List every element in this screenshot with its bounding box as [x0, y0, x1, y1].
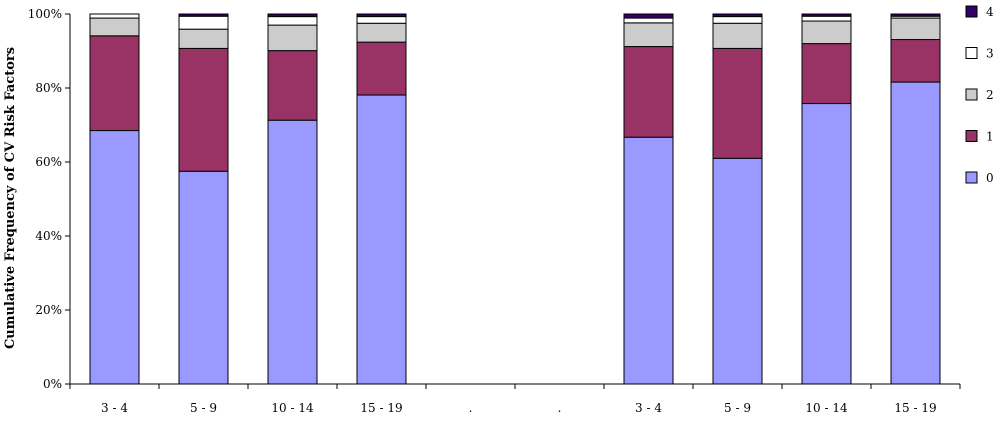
bar-segment-0	[178, 170, 229, 385]
x-tick-label: 15 - 19	[894, 401, 936, 415]
y-tick-label: 80%	[35, 81, 62, 95]
legend-label-4: 4	[986, 5, 994, 19]
bar-segment-2	[356, 22, 407, 43]
legend-swatch-2	[965, 88, 978, 101]
bar-segment-1	[623, 46, 674, 138]
bar-segment-3	[356, 16, 407, 24]
plot-area: 0% 20% 40% 60% 80% 100% 3 - 4 5 - 9 10 - 14 15 - …	[28, 7, 961, 415]
y-tick-label: 20%	[35, 303, 62, 317]
legend-label-2: 2	[986, 88, 994, 102]
bar-segment-2	[623, 22, 674, 48]
bar-segment-2	[890, 17, 941, 41]
bar-segment-0	[89, 130, 140, 385]
x-tick-label: .	[558, 401, 562, 415]
bar-segment-4	[712, 13, 763, 18]
y-tick-label: 0%	[43, 377, 62, 391]
legend: 4 3 2 1 0	[965, 5, 994, 185]
bar-segment-1	[356, 41, 407, 96]
legend-label-3: 3	[986, 47, 994, 61]
x-tick-label: 3 - 4	[101, 401, 128, 415]
bar-segment-0	[801, 103, 852, 385]
bar-segment-2	[178, 28, 229, 49]
bar-segment-1	[178, 47, 229, 172]
legend-swatch-0	[965, 171, 978, 184]
bar-segment-1	[712, 47, 763, 159]
bar-segment-4	[623, 13, 674, 19]
y-tick-label: 100%	[28, 7, 62, 21]
legend-label-0: 0	[986, 171, 994, 185]
bar-segment-1	[89, 35, 140, 132]
x-tick-label: 15 - 19	[360, 401, 402, 415]
bar-segment-3	[712, 16, 763, 24]
legend-swatch-1	[965, 130, 978, 142]
bar-segment-3	[623, 17, 674, 24]
bar-segment-4	[178, 13, 229, 17]
bar-segment-1	[890, 39, 941, 83]
bar-segment-2	[712, 22, 763, 49]
x-tick-label: 5 - 9	[190, 401, 217, 415]
x-tick-label: 10 - 14	[271, 401, 314, 415]
bar-segment-2	[801, 20, 852, 45]
legend-swatch-4	[965, 5, 978, 18]
y-tick-label: 40%	[35, 229, 62, 243]
bar-segment-1	[801, 43, 852, 105]
y-tick-label: 60%	[35, 155, 62, 169]
bar-segment-0	[623, 136, 674, 385]
bar-segment-2	[267, 24, 318, 52]
y-axis-label: Cumulative Frequency of CV Risk Factors	[3, 47, 18, 349]
legend-swatch-3	[965, 47, 978, 59]
bar-segment-4	[267, 13, 318, 18]
bar-segment-1	[267, 50, 318, 121]
bar-segment-4	[801, 13, 852, 17]
bar-segment-3	[267, 16, 318, 26]
bar-segment-0	[890, 81, 941, 385]
bar-segment-0	[356, 94, 407, 385]
x-tick-label: 3 - 4	[635, 401, 662, 415]
bar-segment-2	[89, 17, 140, 37]
bar-segment-0	[712, 157, 763, 385]
bar-segment-4	[356, 13, 407, 18]
x-tick-label: .	[469, 401, 473, 415]
x-tick-label: 5 - 9	[724, 401, 751, 415]
bar-segment-0	[267, 119, 318, 385]
bar-segment-3	[89, 13, 140, 19]
bar-segment-3	[801, 15, 852, 22]
legend-label-1: 1	[986, 130, 994, 144]
bar-segment-4	[890, 13, 941, 17]
x-tick-label: 10 - 14	[805, 401, 848, 415]
bar-segment-3	[178, 15, 229, 30]
